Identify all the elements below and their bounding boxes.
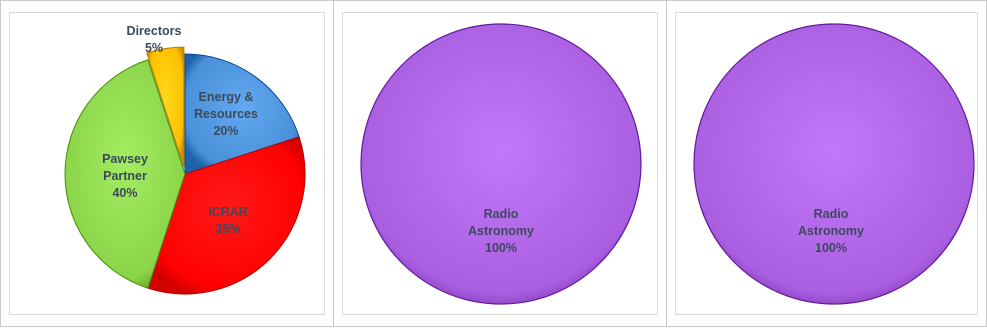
slice-label-pawsey-partner: Pawsey Partner 40%: [102, 152, 148, 200]
pie-chart-1: Directors 5% Energy & Resources 20% ICRAR 35% P…: [64, 24, 306, 295]
pie-slices: [693, 23, 975, 305]
pie-slice-radio-astronomy: [360, 23, 642, 305]
pie-slice-energy-and-resources: [184, 53, 300, 175]
slice-label-radio-astronomy: Radio Astronomy 100%: [798, 207, 864, 255]
chart-panel-3: Radio Astronomy 100%: [666, 0, 987, 327]
pie-slice-radio-astronomy: [693, 23, 975, 305]
pie-slice-directors: [146, 46, 185, 168]
pie-chart-3: Radio Astronomy 100%: [693, 23, 975, 305]
slice-label-directors: Directors 5%: [127, 24, 182, 55]
slice-label-radio-astronomy: Radio Astronomy 100%: [468, 207, 534, 255]
slice-label-energy-and-resources: Energy & Resources 20%: [194, 90, 258, 138]
slice-label-icrar: ICRAR 35%: [208, 205, 248, 236]
chart-panel-1: Directors 5% Energy & Resources 20% ICRAR 35% P…: [0, 0, 334, 327]
pie-slice-icrar: [147, 136, 306, 295]
chart-panel-2: Radio Astronomy 100%: [333, 0, 667, 327]
pie-slices: [64, 46, 306, 295]
pie-slice-pawsey-partner: [64, 59, 186, 289]
pie-chart-2: Radio Astronomy 100%: [360, 23, 642, 305]
pie-slices: [360, 23, 642, 305]
